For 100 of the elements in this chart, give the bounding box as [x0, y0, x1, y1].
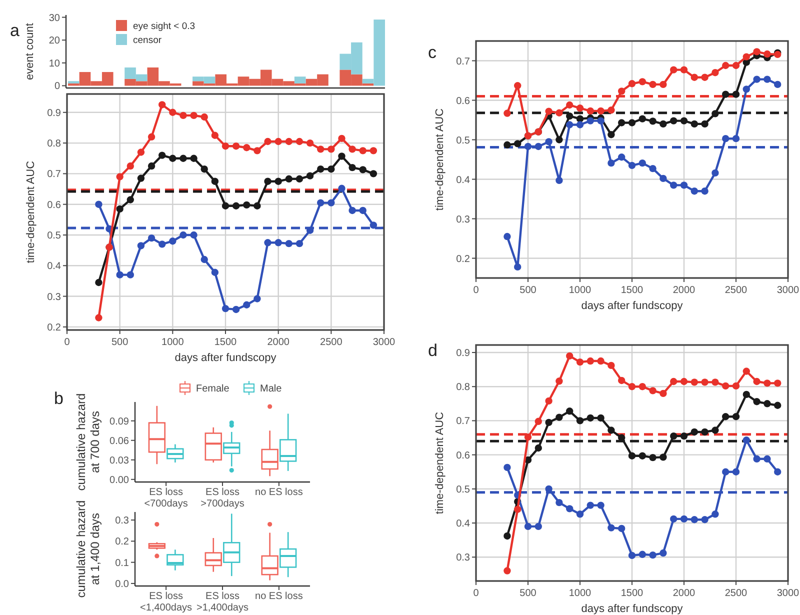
- point: [211, 268, 219, 276]
- y-tick-label: 0.1: [115, 558, 130, 569]
- point: [328, 199, 335, 206]
- x-tick-label: 500: [520, 588, 537, 599]
- point: [753, 378, 760, 386]
- point: [274, 138, 282, 146]
- x-tick-label: 1000: [568, 285, 592, 296]
- point: [628, 552, 636, 560]
- point: [328, 146, 335, 153]
- point: [306, 172, 314, 180]
- point: [180, 231, 187, 239]
- point: [764, 400, 771, 408]
- point: [764, 455, 771, 463]
- point: [618, 119, 626, 126]
- point: [200, 165, 208, 173]
- point: [232, 142, 240, 150]
- point: [701, 74, 708, 81]
- y-axis-title: time-dependent AUC: [434, 108, 446, 211]
- y-tick-label: 0.2: [456, 254, 470, 265]
- point: [328, 165, 335, 173]
- point: [254, 147, 261, 154]
- point: [649, 551, 656, 559]
- x-tick-label: 1500: [620, 285, 644, 296]
- point: [732, 413, 740, 420]
- x-tick-label: no ES loss: [255, 591, 303, 602]
- y-tick-label: 0.6: [456, 450, 470, 462]
- point: [514, 82, 522, 90]
- point: [608, 159, 615, 167]
- point: [638, 78, 646, 86]
- point: [753, 76, 760, 83]
- point: [190, 112, 198, 120]
- y-tick-label: 0.00: [110, 474, 130, 486]
- point: [576, 510, 584, 518]
- point: [534, 142, 542, 150]
- point: [690, 74, 698, 81]
- point: [680, 117, 688, 124]
- point: [701, 378, 708, 386]
- x-tick-label: 500: [520, 285, 537, 296]
- point: [211, 178, 219, 185]
- point: [628, 383, 636, 390]
- x-tick-label: 1000: [568, 588, 592, 599]
- y-axis-title: cumulative hazard at 1,400 days: [74, 500, 102, 598]
- point: [712, 378, 719, 386]
- point: [556, 414, 563, 421]
- point: [576, 104, 584, 112]
- point: [545, 397, 552, 405]
- point: [690, 516, 698, 524]
- point: [514, 506, 522, 513]
- point: [670, 378, 678, 386]
- point: [264, 178, 272, 185]
- point: [504, 532, 511, 540]
- point: [126, 162, 134, 170]
- point: [180, 112, 187, 120]
- x-tick-label: 1500: [214, 337, 238, 348]
- point: [524, 142, 532, 150]
- point: [628, 119, 636, 126]
- point: [504, 232, 511, 240]
- point: [764, 50, 771, 58]
- point: [222, 202, 230, 210]
- point: [586, 107, 594, 115]
- point: [158, 152, 166, 159]
- point: [618, 88, 626, 95]
- legend-label: Male: [260, 384, 282, 394]
- point: [504, 464, 511, 472]
- point: [670, 117, 678, 124]
- point: [764, 380, 771, 387]
- x-tick-label: 0: [473, 285, 480, 296]
- point: [148, 162, 156, 170]
- point: [618, 154, 626, 161]
- point: [190, 231, 198, 239]
- chart-title: c: [428, 43, 437, 62]
- point: [254, 202, 261, 210]
- point: [566, 101, 574, 109]
- point: [148, 133, 156, 141]
- point: [597, 117, 604, 124]
- point: [545, 108, 552, 115]
- point: [660, 80, 667, 88]
- point: [264, 138, 272, 146]
- x-tick-label: 1500: [620, 588, 644, 599]
- point: [690, 120, 698, 128]
- point: [285, 240, 292, 248]
- point: [586, 414, 594, 422]
- point: [285, 138, 292, 146]
- point: [742, 53, 750, 60]
- point: [169, 238, 176, 245]
- point: [576, 417, 584, 424]
- point: [317, 165, 324, 173]
- point: [712, 426, 719, 434]
- point: [670, 432, 678, 440]
- point: [566, 408, 574, 415]
- point: [338, 152, 346, 160]
- point: [317, 146, 324, 153]
- point: [514, 140, 522, 148]
- point: [742, 390, 750, 398]
- point: [712, 110, 719, 118]
- point: [126, 196, 134, 204]
- point: [116, 173, 124, 180]
- point: [753, 455, 760, 463]
- point: [200, 113, 208, 121]
- point: [556, 109, 563, 116]
